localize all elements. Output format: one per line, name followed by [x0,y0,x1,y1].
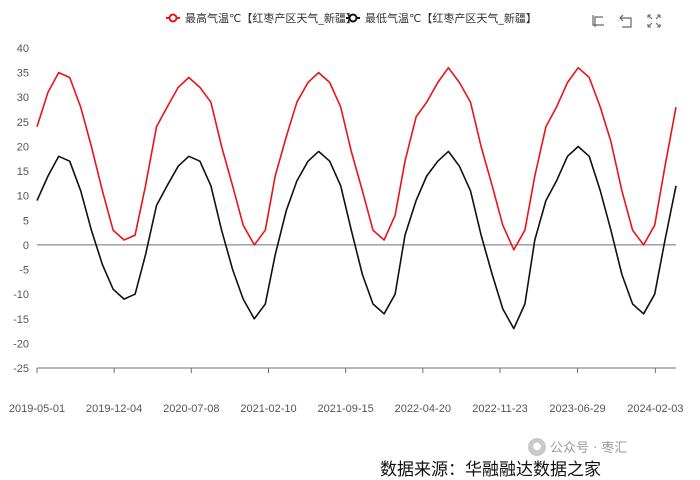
zoom-icon[interactable] [590,13,606,29]
y-tick-label: 20 [17,141,29,153]
zoom-reset-icon[interactable] [618,13,634,29]
y-tick-label: -15 [13,314,29,326]
series-group [36,66,677,330]
x-tick-label: 2019-12-04 [86,403,142,415]
y-tick-label: 25 [17,117,29,129]
x-tick-label: 2020-07-08 [163,403,219,415]
legend-marker-1 [168,13,178,23]
watermark: ● 公众号 · 枣汇 [528,437,627,456]
x-tick-label: 2024-02-03 [627,403,683,415]
watermark-text: 公众号 · 枣汇 [550,441,628,456]
y-tick-label: 35 [17,68,29,80]
y-tick-label: 15 [17,166,29,178]
x-tick-label: 2019-05-01 [9,403,65,415]
data-source-caption: 数据来源：华融融达数据之家 [380,460,601,480]
legend[interactable]: 最高气温℃【红枣产区天气_新疆】 最低气温℃【红枣产区天气_新疆】 [166,11,537,25]
x-tick-label: 2021-02-10 [240,403,296,415]
legend-label-1: 最高气温℃【红枣产区天气_新疆】 [185,11,357,25]
y-tick-label: 10 [17,191,29,203]
x-tick-label: 2022-04-20 [395,403,451,415]
restore-icon[interactable] [646,13,662,29]
wechat-icon: ● [528,437,546,456]
legend-marker-2 [348,13,358,23]
series-line-2[interactable] [36,145,677,330]
x-tick-label: 2023-06-29 [549,403,605,415]
chart-toolbox [590,13,662,29]
x-tick-label: 2022-11-23 [472,403,527,415]
y-tick-label: -25 [13,363,29,375]
x-axis: 2019-05-01 2019-12-04 2020-07-08 2021-02-10… [9,367,684,415]
y-tick-label: 5 [23,215,29,227]
y-tick-label: -20 [13,338,29,350]
x-tick-label: 2021-09-15 [318,403,374,415]
y-tick-label: 0 [23,240,29,252]
y-tick-label: 30 [17,92,29,104]
series-line-1[interactable] [36,66,677,251]
legend-label-2: 最低气温℃【红枣产区天气_新疆】 [365,11,537,25]
y-axis: -25 -20 -15 -10 -5 0 5 10 15 20 25 30 35 40 [13,43,29,375]
y-tick-label: -5 [19,265,29,277]
y-tick-label: 40 [17,43,29,55]
y-tick-label: -10 [13,289,29,301]
